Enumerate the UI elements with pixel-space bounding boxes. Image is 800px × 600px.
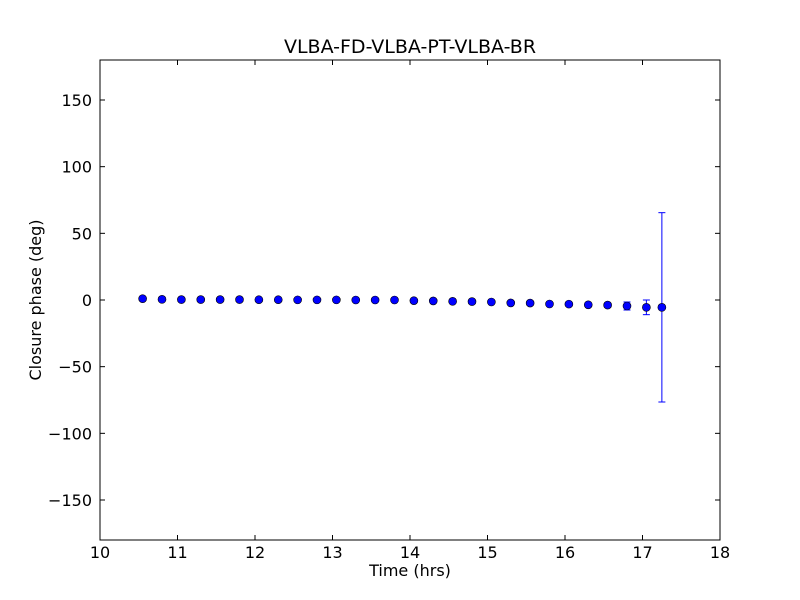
data-point <box>428 296 438 306</box>
data-point <box>603 300 612 310</box>
y-tick-label: 50 <box>72 224 92 243</box>
x-tick-label: 10 <box>90 543 110 562</box>
data-point <box>506 298 516 308</box>
data-point <box>312 295 322 305</box>
x-tick-label: 14 <box>400 543 420 562</box>
data-point <box>390 295 399 305</box>
data-point <box>448 297 457 306</box>
y-tick-label: 100 <box>61 158 92 177</box>
x-tick-label: 17 <box>632 543 652 562</box>
data-point <box>332 295 341 305</box>
data-point <box>196 295 206 304</box>
data-point <box>235 295 244 304</box>
data-points <box>138 294 667 312</box>
y-tick-label: −50 <box>58 358 92 377</box>
x-tick-label: 18 <box>710 543 730 562</box>
x-tick-label: 12 <box>245 543 265 562</box>
data-point <box>564 299 574 309</box>
data-point <box>370 295 380 305</box>
data-point <box>657 303 667 312</box>
y-axis-label: Closure phase (deg) <box>26 219 45 380</box>
data-point <box>622 301 632 311</box>
x-tick-label: 16 <box>555 543 575 562</box>
x-tick-label: 13 <box>322 543 342 562</box>
chart-title: VLBA-FD-VLBA-PT-VLBA-BR <box>284 36 536 58</box>
data-point <box>157 295 167 304</box>
x-tick-label: 11 <box>167 543 187 562</box>
data-point <box>293 295 302 305</box>
data-point <box>254 295 264 305</box>
data-point <box>273 295 283 305</box>
y-axis: −150 −100 −50 0 50 100 150 <box>48 91 720 510</box>
data-point <box>138 294 147 303</box>
y-tick-label: 0 <box>82 291 92 310</box>
data-point <box>215 295 225 304</box>
y-tick-label: −150 <box>48 491 92 510</box>
data-point <box>545 299 554 309</box>
y-tick-label: 150 <box>61 91 92 110</box>
data-point <box>409 296 419 305</box>
data-point <box>487 297 496 307</box>
data-point <box>177 295 186 304</box>
x-axis: 10 11 12 13 14 15 16 17 18 <box>90 60 730 562</box>
data-point <box>467 297 477 306</box>
data-point <box>525 298 535 308</box>
y-tick-label: −100 <box>48 424 92 443</box>
data-point <box>351 295 361 305</box>
x-tick-label: 15 <box>477 543 497 562</box>
data-point <box>642 303 651 312</box>
x-axis-label: Time (hrs) <box>368 561 451 580</box>
data-point <box>583 300 593 310</box>
